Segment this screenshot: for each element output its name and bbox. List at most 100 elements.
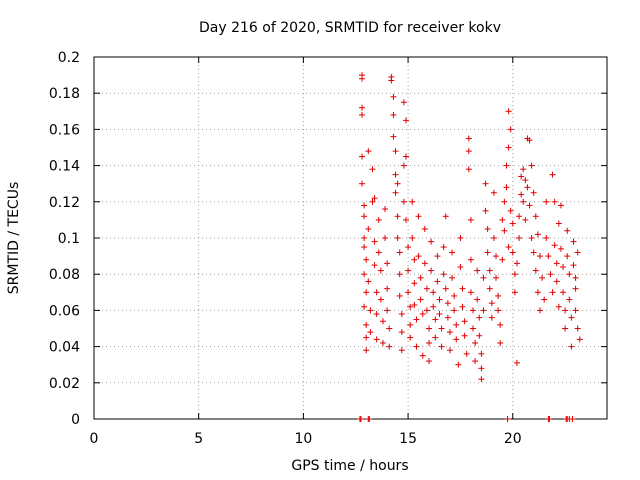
data-point — [553, 260, 560, 267]
x-tick-label: 5 — [194, 431, 203, 447]
data-point — [474, 296, 481, 303]
data-point — [474, 267, 481, 274]
data-point — [394, 180, 401, 187]
data-point — [363, 321, 370, 328]
data-point — [359, 153, 366, 160]
data-point — [572, 307, 579, 314]
data-point — [394, 213, 401, 220]
data-point — [484, 249, 491, 256]
data-point — [536, 253, 543, 260]
data-point — [390, 133, 397, 140]
data-point — [574, 249, 581, 256]
data-point — [457, 263, 464, 270]
data-point — [526, 137, 533, 144]
data-point — [402, 153, 409, 160]
data-point — [553, 278, 560, 285]
data-point — [566, 296, 573, 303]
data-point — [490, 189, 497, 196]
data-point — [511, 271, 518, 278]
data-point — [396, 271, 403, 278]
data-point — [530, 189, 537, 196]
data-point — [557, 245, 564, 252]
data-point — [465, 148, 472, 155]
data-point — [555, 303, 562, 310]
data-point — [495, 307, 502, 314]
data-point — [530, 249, 537, 256]
data-point — [363, 289, 370, 296]
data-point — [390, 93, 397, 100]
data-point — [359, 104, 366, 111]
data-point — [461, 318, 468, 325]
data-point — [504, 416, 511, 422]
data-point — [490, 235, 497, 241]
data-point — [432, 334, 439, 341]
y-tick-label: 0.2 — [58, 50, 80, 66]
data-point — [430, 303, 437, 310]
data-point — [373, 336, 380, 343]
data-point — [430, 289, 437, 296]
data-point — [518, 191, 525, 198]
x-tick-label: 10 — [294, 431, 312, 447]
grid — [94, 57, 607, 419]
data-point — [453, 336, 460, 343]
data-point — [522, 216, 529, 223]
data-point — [480, 274, 487, 281]
data-point — [359, 111, 366, 118]
data-point — [407, 303, 414, 310]
data-point — [392, 171, 399, 178]
data-point — [449, 274, 456, 281]
data-point — [361, 235, 368, 241]
y-tick-label: 0.08 — [49, 267, 80, 283]
data-point — [440, 271, 447, 278]
data-point — [405, 244, 412, 251]
data-point — [503, 162, 510, 169]
data-point — [419, 311, 426, 318]
y-tick-label: 0 — [71, 412, 80, 428]
y-tick-label: 0.02 — [49, 376, 80, 392]
y-tick-label: 0.1 — [58, 231, 80, 247]
data-points — [356, 72, 583, 422]
data-point — [428, 238, 435, 245]
data-point — [449, 249, 456, 256]
data-point — [560, 289, 567, 296]
data-point — [417, 274, 424, 281]
y-tick-label: 0.18 — [49, 86, 80, 102]
data-point — [497, 339, 504, 346]
data-point — [400, 198, 407, 205]
y-tick-label: 0.06 — [49, 303, 80, 319]
data-point — [409, 198, 416, 205]
data-point — [417, 296, 424, 303]
data-point — [382, 235, 389, 241]
data-point — [434, 253, 441, 260]
data-point — [384, 285, 391, 292]
data-point — [536, 307, 543, 314]
data-point — [484, 225, 491, 232]
data-point — [446, 329, 453, 336]
data-point — [426, 339, 433, 346]
data-point — [438, 325, 445, 332]
data-point — [426, 325, 433, 332]
data-point — [503, 184, 510, 191]
data-point — [463, 350, 470, 357]
data-point — [371, 238, 378, 245]
data-point — [469, 325, 476, 332]
data-point — [562, 325, 569, 332]
data-point — [436, 296, 443, 303]
data-point — [459, 285, 466, 292]
x-axis-label: GPS time / hours — [291, 458, 408, 474]
data-point — [505, 244, 512, 251]
data-point — [386, 343, 393, 350]
data-point — [568, 343, 575, 350]
data-point — [411, 280, 418, 287]
data-point — [402, 216, 409, 223]
data-point — [388, 77, 395, 84]
data-point — [398, 347, 405, 354]
data-point — [482, 180, 489, 187]
data-point — [407, 321, 414, 328]
data-point — [478, 376, 485, 383]
data-point — [361, 213, 368, 220]
data-point — [363, 256, 370, 263]
data-point — [572, 274, 579, 281]
data-point — [400, 162, 407, 169]
